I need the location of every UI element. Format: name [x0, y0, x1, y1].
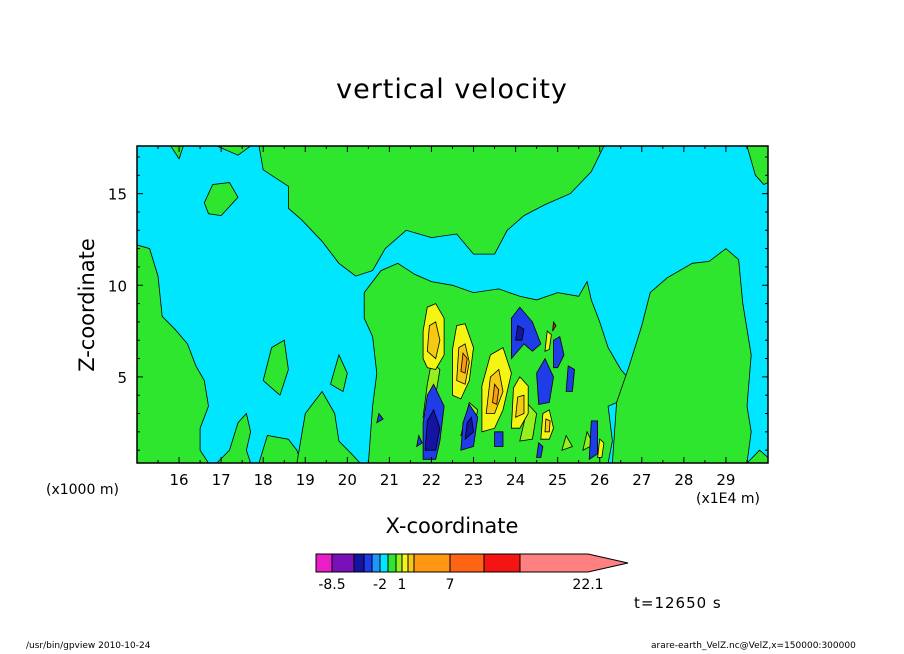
x-tick-label: 24 [506, 471, 525, 489]
chart-title: vertical velocity [336, 74, 568, 105]
colorbar-segment-navy [353, 553, 365, 573]
colorbar-segment-magenta [315, 553, 333, 573]
x-tick-label: 20 [338, 471, 357, 489]
footer-source-file: arare-earth_VelZ.nc@VelZ,x=150000:300000 [651, 641, 856, 651]
x-tick-label: 17 [212, 471, 231, 489]
x-axis-unit-left: (x1000 m) [46, 482, 119, 498]
contour-region-green [170, 146, 184, 160]
y-axis-label: Z-coordinate [75, 238, 99, 372]
colorbar-segment-yellow [401, 553, 409, 573]
x-tick-label: 29 [716, 471, 735, 489]
contour-regions [137, 146, 768, 463]
contour-region-navy [464, 416, 474, 441]
contour-region-blue [553, 335, 565, 369]
x-tick-label: 22 [422, 471, 441, 489]
colorbar-segment-cyan [379, 553, 389, 573]
contour-region-green [203, 182, 239, 217]
contour-region-blue [494, 431, 504, 447]
contour-region-yellow [544, 330, 552, 352]
contour-region-blue [510, 306, 542, 360]
time-label: t=12650 s [634, 594, 722, 612]
contour-region-gold [515, 394, 525, 418]
contour-region-blue [565, 365, 575, 392]
colorbar-segment-green [387, 553, 397, 573]
contour-region-gold [544, 418, 551, 433]
contour-region-green [296, 390, 361, 463]
contour-region-blue [536, 442, 544, 458]
x-tick-label: 26 [590, 471, 609, 489]
colorbar-segment-pink [519, 553, 629, 573]
contour-region-green [746, 146, 768, 185]
x-tick-label: 27 [632, 471, 651, 489]
colorbar-segment-purple [331, 553, 355, 573]
y-axis-ticks: 5 10 15 [108, 156, 768, 451]
colorbar-segment-red [483, 553, 521, 573]
contour-region-green [258, 146, 605, 277]
x-tick-label: 23 [464, 471, 483, 489]
colorbar-segment-darkorange [449, 553, 485, 573]
y-tick-label: 10 [108, 277, 127, 295]
contour-region-orange [492, 383, 500, 405]
contour-region-green [262, 339, 289, 396]
contour-region-blue [588, 420, 598, 461]
colorbar-segment-gold [407, 553, 415, 573]
colorbar-segment-lightgreen [395, 553, 403, 573]
contour-region-green [746, 449, 768, 463]
colorbar-tick-label: 22.1 [572, 577, 603, 593]
colorbar-segment-blue [363, 553, 373, 573]
x-tick-label: 19 [296, 471, 315, 489]
x-axis-label: X-coordinate [385, 514, 519, 538]
contour-region-navy [424, 408, 441, 451]
colorbar-tick-label: -8.5 [318, 577, 345, 593]
x-tick-label: 21 [380, 471, 399, 489]
contour-region-gold [426, 321, 441, 360]
x-axis-ticks: 16 17 18 19 20 21 22 23 24 25 26 27 28 29 [157, 146, 748, 489]
contour-region-green [137, 244, 209, 463]
x-tick-label: 18 [254, 471, 273, 489]
contour-region-yellow [597, 438, 605, 458]
contour-region-blue [376, 412, 384, 424]
colorbar: -8.5 -2 1 7 22.1 [315, 553, 629, 593]
colorbar-segment-lightblue [371, 553, 381, 573]
contour-region-orange [460, 352, 468, 374]
colorbar-tick-label: 7 [446, 577, 455, 593]
contour-region-blue [536, 357, 554, 405]
colorbar-tick-label: -2 [373, 577, 387, 593]
x-tick-label: 28 [674, 471, 693, 489]
contour-region-green [258, 435, 302, 463]
x-tick-label: 25 [548, 471, 567, 489]
contour-region-red [552, 320, 557, 332]
colorbar-tick-label: 1 [398, 577, 407, 593]
contour-region-blue [416, 434, 423, 448]
contour-region-green [216, 412, 252, 463]
y-tick-label: 15 [108, 186, 127, 204]
x-axis-unit-right: (x1E4 m) [696, 491, 760, 507]
footer-program-date: /usr/bin/gpview 2010-10-24 [26, 641, 151, 651]
contour-region-lightgreen [561, 434, 573, 451]
contour-region-green [330, 353, 348, 393]
y-tick-label: 5 [117, 369, 127, 387]
x-tick-label: 16 [170, 471, 189, 489]
contour-region-green [611, 248, 752, 463]
colorbar-segment-orange [413, 553, 451, 573]
contour-region-navy [515, 324, 525, 341]
